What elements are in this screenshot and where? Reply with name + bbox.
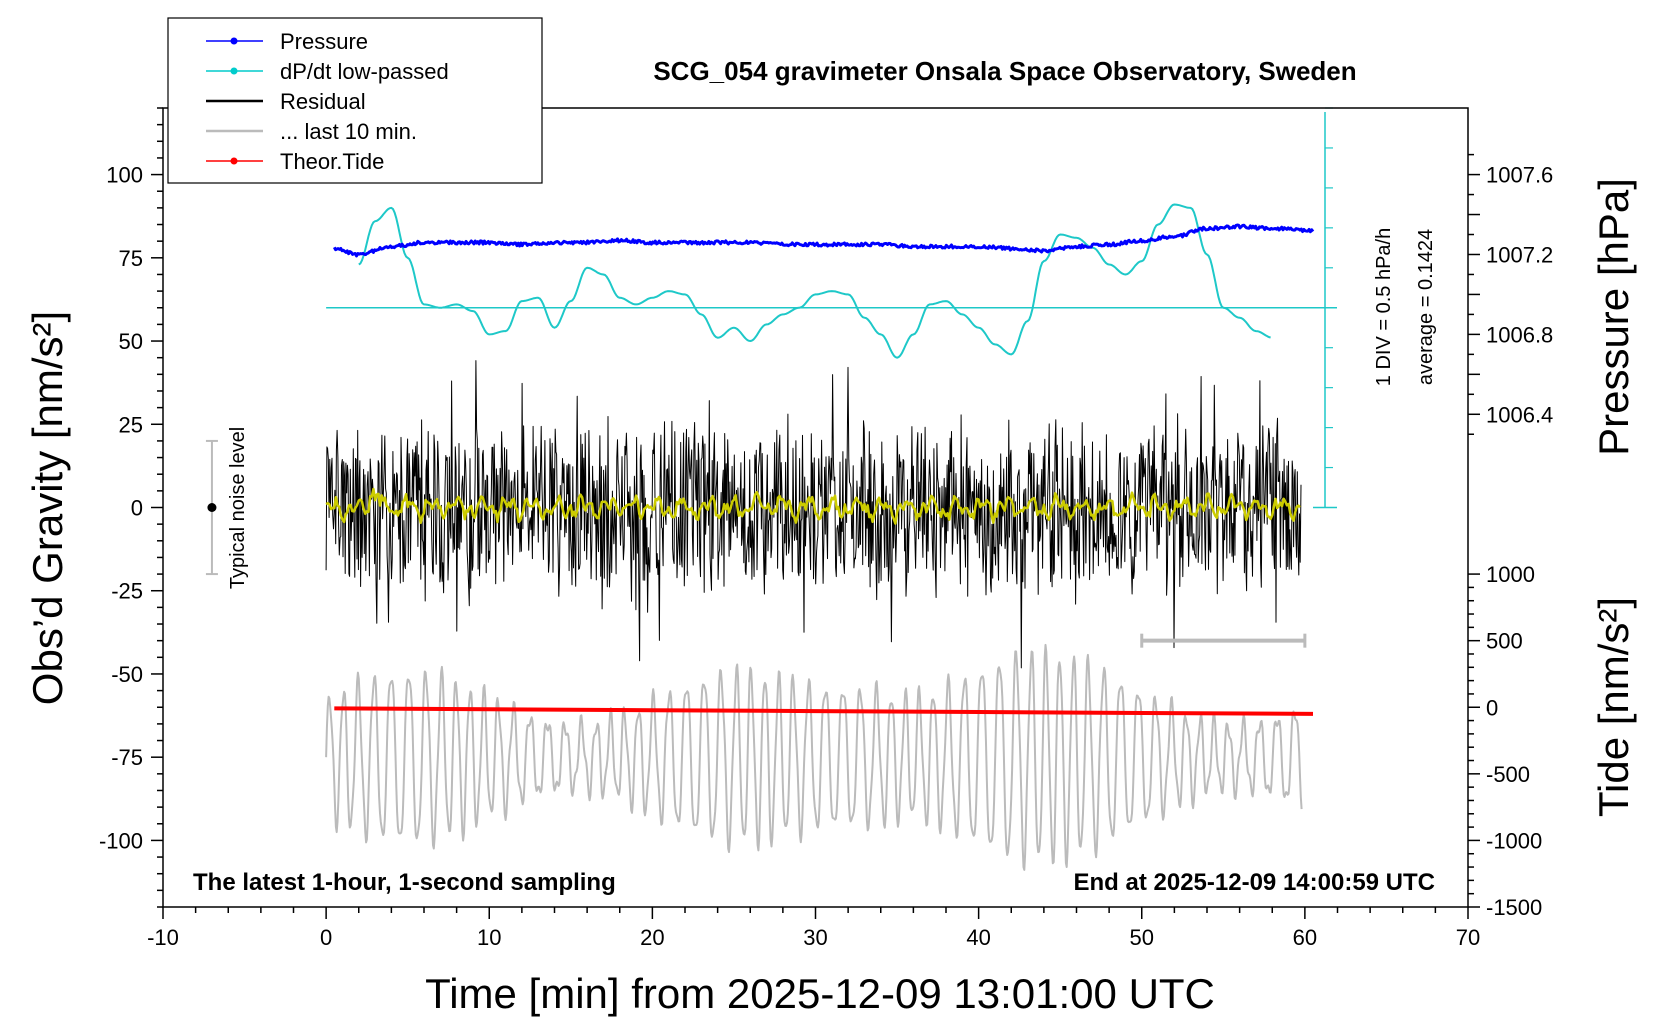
pressure-series	[332, 223, 1315, 258]
plot-layer	[205, 107, 1337, 871]
x-tick-label: 60	[1293, 925, 1317, 950]
annotation-bottom-left: The latest 1-hour, 1-second sampling	[193, 869, 616, 896]
pressure-tick-label: 1007.2	[1486, 242, 1553, 267]
y-tick-label: -100	[99, 828, 143, 853]
pressure-tick-label: 1006.4	[1486, 402, 1553, 427]
x-tick-label: 50	[1130, 925, 1154, 950]
x-tick-label: 10	[477, 925, 501, 950]
y-tick-label: 25	[119, 412, 143, 437]
residual-series	[325, 360, 1302, 669]
tide-tick-label: -1000	[1486, 828, 1542, 853]
annotation-bottom-right: End at 2025-12-09 14:00:59 UTC	[1074, 869, 1436, 896]
gray-tide-trace	[325, 643, 1303, 871]
legend-label: Theor.Tide	[280, 149, 384, 174]
tide-tick-label: 0	[1486, 695, 1498, 720]
legend-marker	[230, 157, 238, 165]
x-tick-label: 0	[320, 925, 332, 950]
pressure-tick-label: 1007.6	[1486, 163, 1553, 188]
x-tick-label: 30	[803, 925, 827, 950]
noise-level-label: Typical noise level	[227, 427, 249, 589]
axes-layer: -10 0 10 20 30 40 50 60 701007550250-25-50-75-10…	[99, 107, 1553, 950]
legend-label: ... last 10 min.	[280, 119, 417, 144]
y-tick-label: 0	[131, 496, 143, 521]
tide-tick-label: -500	[1486, 762, 1530, 787]
noise-level-dot	[207, 503, 217, 512]
pressure-axis-title: Pressure [hPa]	[1590, 178, 1637, 456]
tide-tick-label: -1500	[1486, 895, 1542, 920]
legend-label: Residual	[280, 89, 366, 114]
dpdt-scale-label: 1 DIV = 0.5 hPa/h	[1373, 228, 1395, 386]
y-tick-label: -75	[111, 745, 143, 770]
y-tick-label: 100	[106, 163, 143, 188]
tide-axis-title: Tide [nm/s²]	[1590, 597, 1637, 817]
pressure-tick-label: 1006.8	[1486, 322, 1553, 347]
dpdt-average-label: average = 0.1424	[1415, 229, 1437, 385]
legend-box	[167, 17, 543, 184]
x-tick-label: 20	[640, 925, 664, 950]
y-axis-title: Obs’d Gravity [nm/s²]	[24, 311, 71, 705]
legend-marker	[230, 37, 238, 45]
x-tick-label: 40	[966, 925, 990, 950]
x-tick-label: 70	[1456, 925, 1480, 950]
tide-tick-label: 1000	[1486, 562, 1535, 587]
y-tick-label: 50	[119, 329, 143, 354]
legend-label: Pressure	[280, 29, 368, 54]
x-axis-title: Time [min] from 2025-12-09 13:01:00 UTC	[425, 970, 1215, 1017]
chart-title: SCG_054 gravimeter Onsala Space Observat…	[653, 56, 1356, 86]
smoothed-residual-series	[325, 487, 1301, 525]
x-tick-label: -10	[147, 925, 179, 950]
y-tick-label: -25	[111, 579, 143, 604]
dpdt-series	[358, 203, 1271, 359]
theoretical-tide-series	[334, 706, 1314, 716]
legend-label: dP/dt low-passed	[280, 59, 449, 84]
legend: Pressure dP/dt low-passed Residual ... last…	[167, 17, 543, 184]
y-tick-label: -50	[111, 662, 143, 687]
tide-tick-label: 500	[1486, 629, 1523, 654]
y-tick-label: 75	[119, 246, 143, 271]
legend-marker	[230, 67, 238, 75]
